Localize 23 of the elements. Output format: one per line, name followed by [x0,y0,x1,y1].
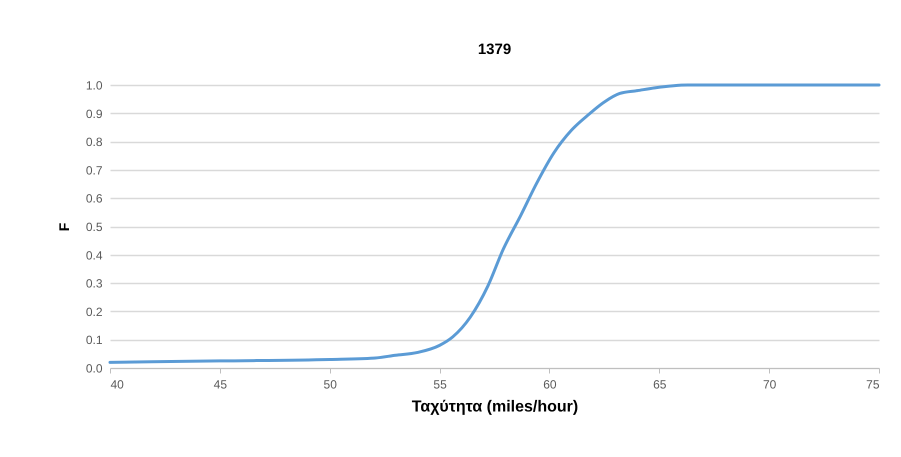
x-tick-label: 75 [866,378,880,392]
y-tick-label: 0.7 [86,163,103,178]
x-tick-label: 55 [433,378,448,392]
y-tick-label: 0.0 [86,362,103,376]
y-tick-label: 1.0 [86,78,103,92]
y-tick-label: 0.3 [86,276,103,291]
x-tick-label: 60 [543,378,557,392]
y-tick-label: 0.4 [86,248,103,262]
x-axis-title: Ταχύτητα (miles/hour) [412,398,578,416]
y-tick-label: 0.9 [86,106,103,121]
y-tick-label: 0.8 [86,135,103,150]
x-tick-label: 40 [110,378,124,392]
x-tick-label: 70 [762,378,777,392]
x-tick-label: 65 [653,378,667,392]
x-tick-label: 45 [214,378,228,392]
chart-title: 1379 [478,41,512,58]
y-tick-label: 0.6 [86,192,103,206]
y-tick-label: 0.5 [86,220,103,234]
line-series [108,84,880,364]
y-axis-title: F [56,222,72,232]
x-tick-label: 50 [324,378,338,392]
y-tick-label: 0.2 [86,304,103,319]
y-tick-label: 0.1 [86,333,103,348]
